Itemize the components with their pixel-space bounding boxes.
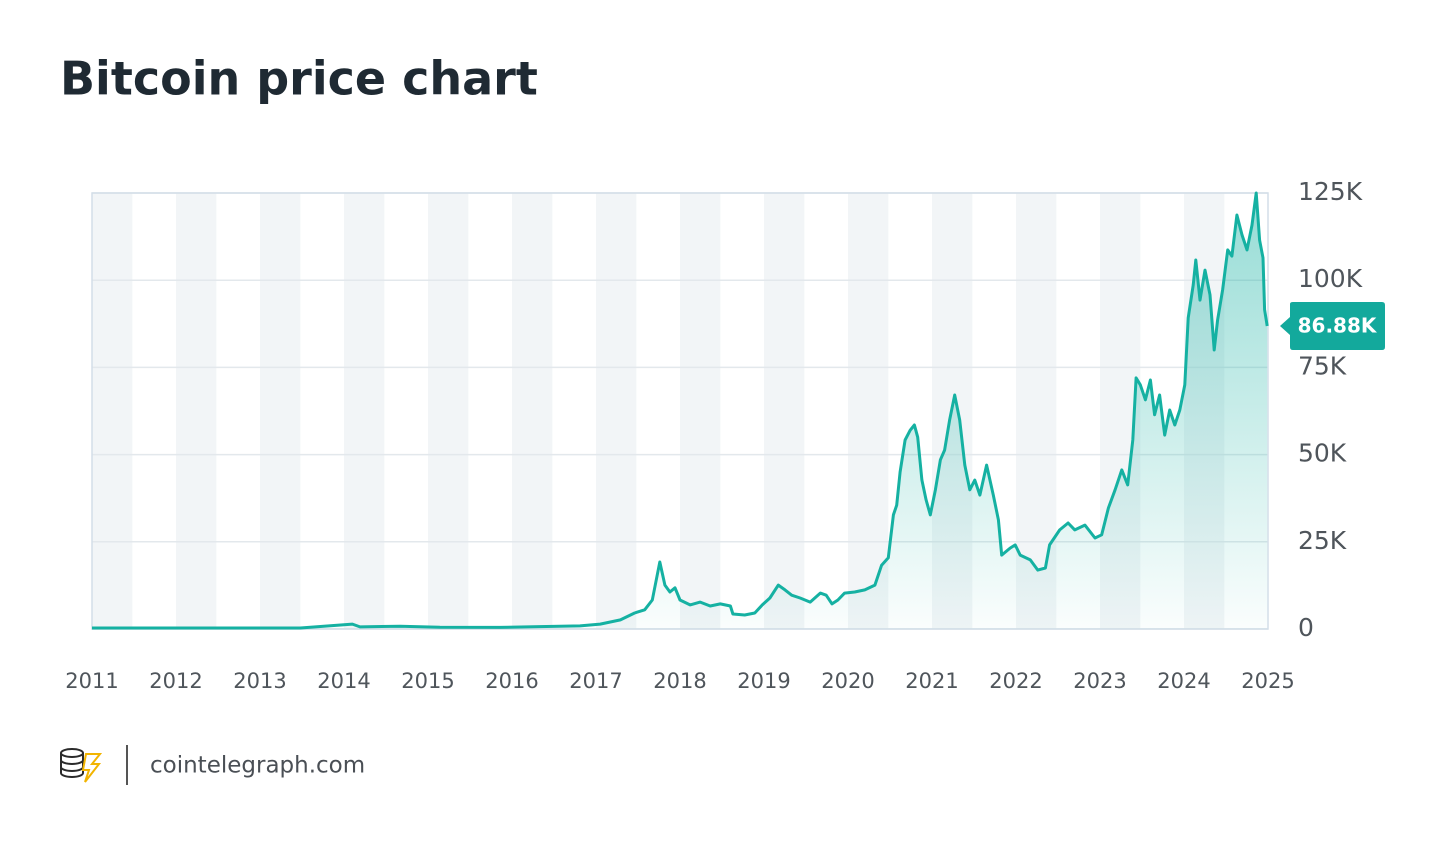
x-tick-label: 2020 xyxy=(821,669,874,693)
y-tick-label: 75K xyxy=(1298,351,1347,380)
y-tick-label: 100K xyxy=(1298,264,1363,293)
y-tick-label: 0 xyxy=(1298,613,1314,642)
x-tick-label: 2011 xyxy=(65,669,118,693)
x-tick-label: 2022 xyxy=(989,669,1042,693)
year-stripe xyxy=(176,193,217,629)
year-stripe xyxy=(848,193,889,629)
year-stripe xyxy=(92,193,133,629)
x-tick-label: 2018 xyxy=(653,669,706,693)
year-stripe xyxy=(344,193,385,629)
price-line xyxy=(92,191,1269,630)
x-tick-label: 2014 xyxy=(317,669,370,693)
logo xyxy=(60,748,103,783)
x-tick-label: 2016 xyxy=(485,669,538,693)
year-stripe xyxy=(596,193,637,629)
source: cointelegraph.com xyxy=(150,753,365,779)
x-tick-label: 2024 xyxy=(1157,669,1210,693)
x-tick-label: 2021 xyxy=(905,669,958,693)
y-tick-label: 50K xyxy=(1298,439,1347,468)
year-stripe xyxy=(680,193,721,629)
year-stripe xyxy=(512,193,553,629)
chart-title: Bitcoin price chart xyxy=(60,52,538,106)
x-tick-label: 2023 xyxy=(1073,669,1126,693)
value-label-box xyxy=(1280,301,1385,350)
x-tick-label: 2019 xyxy=(737,669,790,693)
y-tick-label: 125K xyxy=(1298,177,1363,206)
x-tick-label: 2015 xyxy=(401,669,454,693)
year-stripe xyxy=(764,193,805,629)
x-tick-label: 2012 xyxy=(149,669,202,693)
y-tick-label: 25K xyxy=(1298,526,1347,555)
year-stripe xyxy=(428,193,469,629)
year-stripe xyxy=(260,193,301,629)
area xyxy=(92,193,1268,629)
x-tick-label: 2025 xyxy=(1241,669,1294,693)
value-label: 86.88K xyxy=(1298,313,1378,337)
x-tick-label: 2017 xyxy=(569,669,622,693)
x-tick-label: 2013 xyxy=(233,669,286,693)
